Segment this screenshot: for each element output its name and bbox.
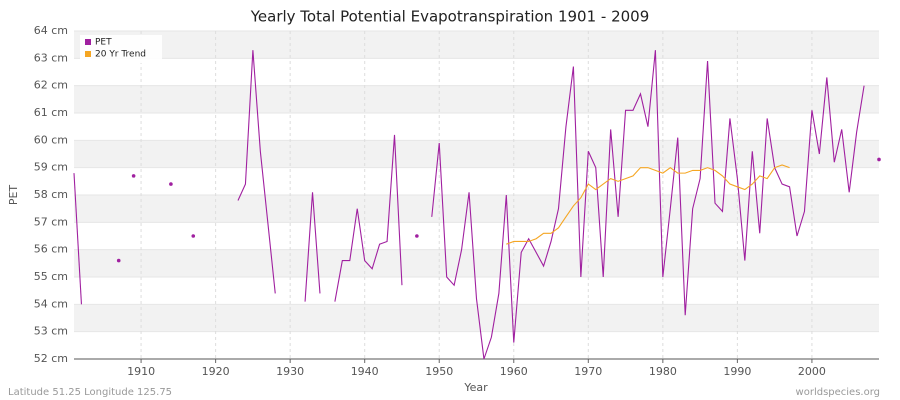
data-point: [116, 258, 121, 263]
y-tick-label: 59 cm: [34, 161, 68, 174]
data-line: [237, 50, 276, 294]
x-tick-label: 1910: [127, 365, 155, 378]
footer-left: Latitude 51.25 Longitude 125.75: [8, 387, 172, 398]
data-point: [415, 234, 419, 238]
y-tick-label: 56 cm: [34, 243, 68, 256]
x-tick-label: 1930: [276, 365, 304, 378]
y-axis-label: PET: [7, 185, 20, 206]
x-tick-label: 1920: [202, 365, 230, 378]
y-tick-label: 55 cm: [34, 270, 68, 283]
chart-title: Yearly Total Potential Evapotranspiratio…: [250, 8, 650, 26]
data-line: [304, 192, 321, 302]
data-point: [191, 234, 196, 238]
y-tick-label: 52 cm: [34, 352, 68, 365]
x-tick-label: 1960: [500, 365, 528, 378]
grid-band: [74, 140, 879, 168]
x-tick-label: 1940: [351, 365, 379, 378]
x-tick-label: 1970: [574, 365, 602, 378]
y-tick-label: 54 cm: [34, 297, 68, 310]
x-axis-label: Year: [463, 381, 488, 394]
y-tick-label: 62 cm: [34, 79, 68, 92]
data-point: [131, 174, 136, 178]
legend-label: 20 Yr Trend: [95, 50, 146, 60]
y-tick-label: 60 cm: [34, 133, 68, 146]
legend-swatch: [85, 39, 91, 45]
x-tick-label: 1990: [723, 365, 751, 378]
data-line: [506, 164, 790, 245]
y-tick-label: 63 cm: [34, 51, 68, 64]
data-point: [877, 157, 881, 162]
y-tick-label: 64 cm: [34, 24, 68, 37]
grid-band: [74, 195, 879, 223]
grid-band: [74, 249, 879, 277]
x-tick-label: 1950: [425, 365, 453, 378]
legend-swatch: [85, 51, 91, 57]
x-tick-label: 1980: [649, 365, 677, 378]
x-tick-label: 2000: [798, 365, 826, 378]
data-line: [431, 50, 865, 360]
data-point: [169, 182, 173, 186]
y-tick-label: 61 cm: [34, 106, 68, 119]
grid-band: [74, 85, 879, 113]
y-tick-label: 57 cm: [34, 215, 68, 228]
grid-band: [74, 31, 879, 59]
legend-label: PET: [95, 38, 112, 48]
legend-box: [80, 35, 162, 63]
y-tick-label: 58 cm: [34, 188, 68, 201]
data-line: [334, 134, 403, 302]
grid-band: [74, 304, 879, 332]
y-tick-label: 53 cm: [34, 325, 68, 338]
footer-right: worldspecies.org: [796, 387, 880, 398]
data-line: [73, 173, 82, 305]
